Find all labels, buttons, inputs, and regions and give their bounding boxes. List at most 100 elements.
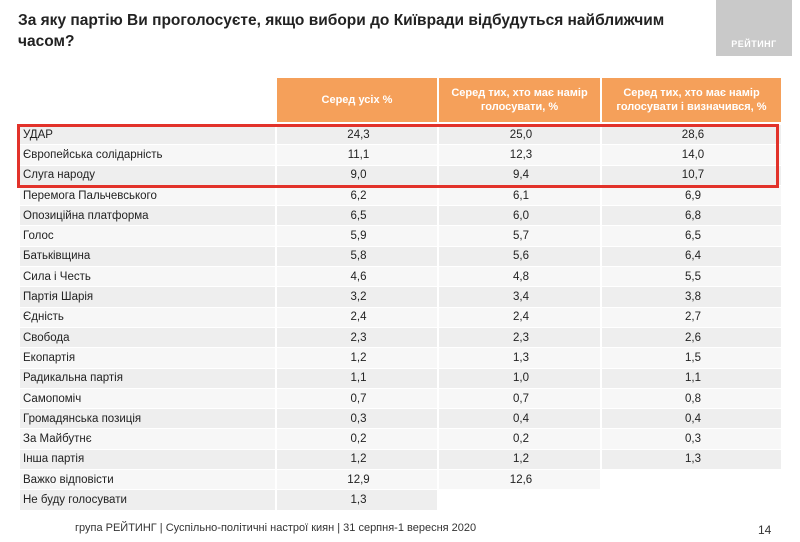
value-cell: 1,5 <box>600 347 781 369</box>
column-header: Серед тих, хто має намір голосувати, % <box>437 78 601 124</box>
table-row: Сила і Честь 4,6 4,8 5,5 <box>18 266 781 288</box>
party-name: Сила і Честь <box>18 266 276 288</box>
table-row: Не буду голосувати 1,3 <box>18 489 781 511</box>
value-cell: 2,6 <box>600 327 781 349</box>
value-cell: 5,7 <box>437 225 601 247</box>
table-row: Самопоміч 0,7 0,7 0,8 <box>18 388 781 410</box>
value-cell: 5,9 <box>275 225 438 247</box>
table-row: За Майбутнє 0,2 0,2 0,3 <box>18 428 781 450</box>
value-cell: 3,8 <box>600 286 781 308</box>
value-cell: 2,7 <box>600 307 781 328</box>
value-cell: 0,7 <box>437 388 601 410</box>
party-name: Громадянська позиція <box>18 408 276 430</box>
value-cell: 3,4 <box>437 286 601 308</box>
footer: група РЕЙТИНГ | Суспільно-політичні наст… <box>75 522 477 534</box>
value-cell: 2,3 <box>437 327 601 349</box>
value-cell: 1,2 <box>275 347 438 369</box>
empty-cell <box>437 489 601 511</box>
page-number: 14 <box>758 523 772 537</box>
value-cell: 1,2 <box>437 449 601 471</box>
party-name: Важко відповісти <box>18 469 276 491</box>
value-cell: 1,3 <box>437 347 601 369</box>
value-cell: 1,1 <box>600 368 781 389</box>
empty-cell <box>600 489 781 511</box>
value-cell: 11,1 <box>275 144 438 166</box>
party-name: Слуга народу <box>18 165 276 186</box>
value-cell: 0,4 <box>600 408 781 430</box>
party-name: Батьківщина <box>18 246 276 268</box>
value-cell: 6,0 <box>437 205 601 227</box>
value-cell: 12,6 <box>437 469 601 491</box>
value-cell: 1,1 <box>275 368 438 389</box>
party-name: Перемога Пальчевського <box>18 185 276 207</box>
value-cell: 12,3 <box>437 144 601 166</box>
table-row: Свобода 2,3 2,3 2,6 <box>18 327 781 349</box>
party-name: Радикальна партія <box>18 368 276 389</box>
value-cell: 1,2 <box>275 449 438 471</box>
results-table: Серед усіх % Серед тих, хто має намір гол… <box>18 78 781 511</box>
logo: РЕЙТИНГ <box>716 0 792 56</box>
value-cell: 1,3 <box>275 489 438 511</box>
value-cell: 0,4 <box>437 408 601 430</box>
table-row: Важко відповісти 12,9 12,6 <box>18 469 781 491</box>
table-row: Єдність 2,4 2,4 2,7 <box>18 307 781 328</box>
party-name: Самопоміч <box>18 388 276 410</box>
logo-text: РЕЙТИНГ <box>731 39 777 49</box>
party-name: Екопартія <box>18 347 276 369</box>
party-name: Інша партія <box>18 449 276 471</box>
value-cell: 25,0 <box>437 121 601 146</box>
slide-title: За яку партію Ви проголосуєте, якщо вибо… <box>18 12 665 50</box>
party-name: Єдність <box>18 307 276 328</box>
value-cell: 6,2 <box>275 185 438 207</box>
value-cell: 14,0 <box>600 144 781 166</box>
table-row: Інша партія 1,2 1,2 1,3 <box>18 449 781 471</box>
empty-cell <box>600 469 781 491</box>
value-cell: 0,8 <box>600 388 781 410</box>
value-cell: 4,8 <box>437 266 601 288</box>
column-header: Серед усіх % <box>275 78 438 124</box>
value-cell: 0,3 <box>275 408 438 430</box>
header-row: Серед усіх % Серед тих, хто має намір гол… <box>19 78 781 124</box>
value-cell: 4,6 <box>275 266 438 288</box>
value-cell: 12,9 <box>275 469 438 491</box>
value-cell: 6,5 <box>275 205 438 227</box>
column-header: Серед тих, хто має намір голосувати і ви… <box>600 78 781 124</box>
table-row: Громадянська позиція 0,3 0,4 0,4 <box>18 408 781 430</box>
table-row: Екопартія 1,2 1,3 1,5 <box>18 347 781 369</box>
value-cell: 28,6 <box>600 121 781 146</box>
party-name: Не буду голосувати <box>18 489 276 511</box>
value-cell: 24,3 <box>275 121 438 146</box>
party-name: УДАР <box>18 121 276 146</box>
value-cell: 6,1 <box>437 185 601 207</box>
party-name: Свобода <box>18 327 276 349</box>
value-cell: 0,7 <box>275 388 438 410</box>
value-cell: 1,3 <box>600 449 781 471</box>
table-row: УДАР 24,3 25,0 28,6 <box>18 121 781 146</box>
value-cell: 0,2 <box>275 428 438 450</box>
party-name: Голос <box>18 225 276 247</box>
table-row: Слуга народу 9,0 9,4 10,7 <box>18 165 781 186</box>
table-row: Партія Шарія 3,2 3,4 3,8 <box>18 286 781 308</box>
value-cell: 1,0 <box>437 368 601 389</box>
value-cell: 6,8 <box>600 205 781 227</box>
table-row: Батьківщина 5,8 5,6 6,4 <box>18 246 781 268</box>
value-cell: 10,7 <box>600 165 781 186</box>
party-name: За Майбутнє <box>18 428 276 450</box>
value-cell: 5,8 <box>275 246 438 268</box>
value-cell: 5,6 <box>437 246 601 268</box>
table-row: Голос 5,9 5,7 6,5 <box>18 225 781 247</box>
value-cell: 0,2 <box>437 428 601 450</box>
value-cell: 9,4 <box>437 165 601 186</box>
value-cell: 9,0 <box>275 165 438 186</box>
value-cell: 0,3 <box>600 428 781 450</box>
table-row: Європейська солідарність 11,1 12,3 14,0 <box>18 144 781 166</box>
value-cell: 6,5 <box>600 225 781 247</box>
value-cell: 2,3 <box>275 327 438 349</box>
header-blank <box>19 78 276 124</box>
party-name: Європейська солідарність <box>18 144 276 166</box>
table-row: Перемога Пальчевського 6,2 6,1 6,9 <box>18 185 781 207</box>
value-cell: 2,4 <box>275 307 438 328</box>
value-cell: 5,5 <box>600 266 781 288</box>
party-name: Партія Шарія <box>18 286 276 308</box>
